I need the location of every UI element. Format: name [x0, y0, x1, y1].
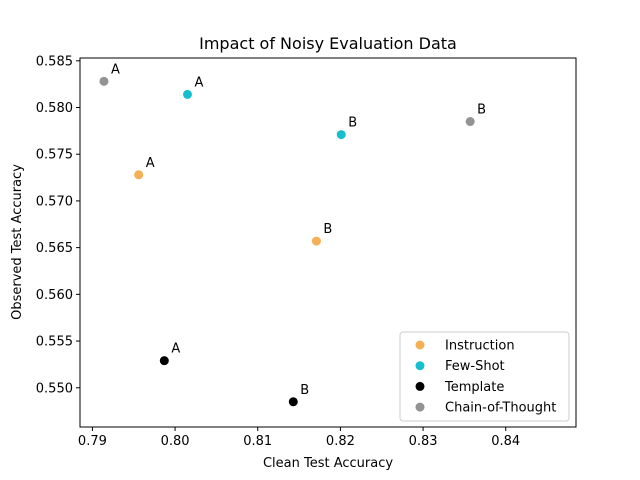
point-chain-of-thought-a — [99, 76, 109, 86]
point-label: B — [323, 222, 332, 237]
x-tick-label: 0.82 — [326, 434, 355, 449]
point-label: B — [477, 103, 486, 118]
legend-label: Instruction — [445, 339, 515, 354]
point-few-shot-b — [336, 130, 346, 140]
y-tick-label: 0.575 — [36, 148, 73, 163]
data-points: A B A B A B A B — [99, 62, 486, 407]
legend-marker — [415, 340, 425, 350]
y-tick-label: 0.565 — [36, 241, 73, 256]
point-template-a — [159, 356, 169, 366]
legend-label: Chain-of-Thought — [445, 401, 556, 416]
x-axis-label: Clean Test Accuracy — [263, 456, 393, 471]
point-label: A — [194, 75, 203, 90]
point-label: A — [171, 342, 180, 357]
x-tick-label: 0.80 — [161, 434, 190, 449]
y-tick-label: 0.580 — [36, 101, 73, 116]
point-template-b — [288, 397, 298, 407]
y-tick-label: 0.550 — [36, 381, 73, 396]
legend-marker — [415, 361, 425, 371]
y-tick-label: 0.585 — [36, 54, 73, 69]
point-label: B — [300, 383, 309, 398]
x-tick-label: 0.81 — [243, 434, 272, 449]
x-tick-label: 0.79 — [78, 434, 107, 449]
y-tick-label: 0.570 — [36, 194, 73, 209]
x-axis: 0.79 0.80 0.81 0.82 0.83 0.84 — [78, 427, 520, 449]
point-label: A — [146, 156, 155, 171]
chart-title: Impact of Noisy Evaluation Data — [199, 34, 457, 53]
point-label: B — [348, 116, 357, 131]
legend-label: Template — [444, 380, 504, 395]
y-tick-label: 0.560 — [36, 288, 73, 303]
y-tick-label: 0.555 — [36, 335, 73, 350]
point-few-shot-a — [182, 89, 192, 99]
legend: Instruction Few-Shot Template Chain-of-Thou… — [399, 331, 570, 422]
y-axis: 0.550 0.555 0.560 0.565 0.570 0.575 0.580 0.585 — [36, 54, 80, 396]
x-tick-label: 0.84 — [491, 434, 520, 449]
point-instruction-a — [134, 170, 144, 180]
point-label: A — [111, 62, 120, 77]
point-instruction-b — [311, 236, 321, 246]
legend-marker — [415, 402, 425, 412]
y-axis-label: Observed Test Accuracy — [10, 164, 25, 320]
legend-marker — [415, 381, 425, 391]
x-tick-label: 0.83 — [409, 434, 438, 449]
legend-box — [399, 331, 570, 422]
legend-label: Few-Shot — [445, 359, 505, 374]
point-chain-of-thought-b — [465, 117, 475, 127]
